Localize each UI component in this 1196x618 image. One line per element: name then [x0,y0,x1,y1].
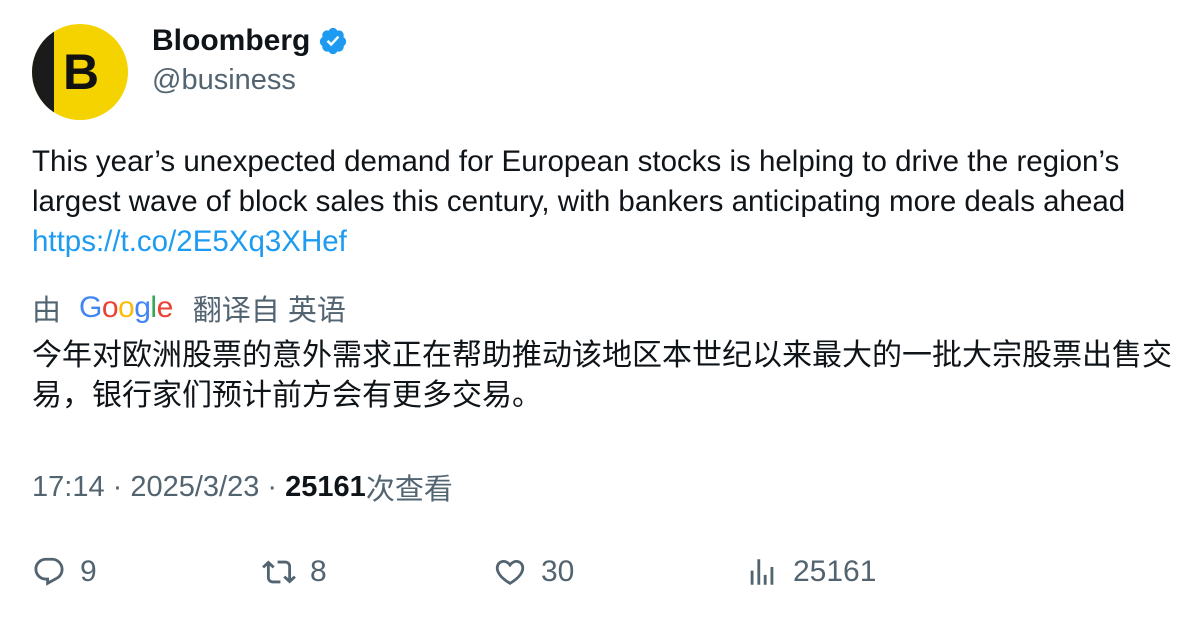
tweet-text: This year’s unexpected demand for Europe… [32,142,1172,262]
retweet-button[interactable]: 8 [262,552,327,592]
like-button[interactable]: 30 [493,552,574,592]
views-label: 次查看 [365,474,453,506]
google-logo: Google [79,291,173,324]
verified-badge-icon [320,27,347,55]
author-name-row: Bloomberg [152,23,348,59]
retweet-icon [262,560,296,584]
tweet-body: This year’s unexpected demand for Europe… [32,145,1126,218]
translation-attribution: 由 Google 翻译自 英语 [32,288,346,328]
translation-by-label: 由 [32,295,62,327]
tweet-date[interactable]: 2025/3/23 [130,470,260,503]
author-name[interactable]: Bloomberg [152,24,311,57]
avatar-letter: B [62,44,100,100]
avatar-shadow [32,24,54,120]
reply-button[interactable]: 9 [32,552,97,592]
translation-source-label: 翻译自 英语 [192,295,346,327]
views-count: 25161 [285,470,366,503]
tweet-meta: 17:14 · 2025/3/23 · 25161 次查看 [32,466,453,508]
reply-count: 9 [80,555,97,588]
analytics-icon [750,559,774,585]
translated-text: 今年对欧洲股票的意外需求正在帮助推动该地区本世纪以来最大的一批大宗股票出售交易，… [32,339,1172,412]
views-button[interactable]: 25161 [745,552,876,592]
reply-icon [34,557,64,586]
meta-separator-2: · [259,470,286,503]
tweet-time[interactable]: 17:14 [32,470,105,503]
like-count: 30 [541,555,575,588]
avatar[interactable]: B [32,24,128,120]
views-count-action: 25161 [793,555,877,588]
retweet-count: 8 [310,555,327,588]
tweet-link[interactable]: https://t.co/2E5Xq3XHef [32,225,347,258]
meta-separator-1: · [104,470,131,503]
author-handle[interactable]: @business [152,64,296,96]
heart-icon [495,559,525,585]
